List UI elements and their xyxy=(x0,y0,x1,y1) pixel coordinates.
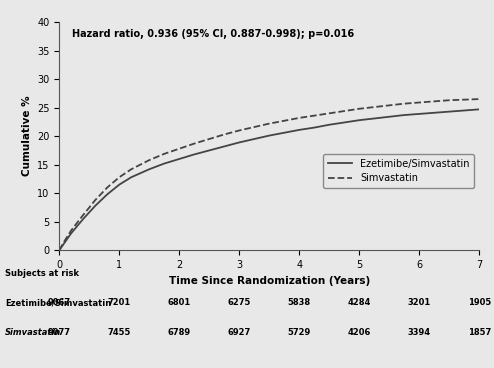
Text: 5838: 5838 xyxy=(288,298,311,307)
Simvastatin xyxy=(401,102,407,106)
Ezetimibe/Simvastatin xyxy=(161,161,167,166)
Simvastatin xyxy=(251,125,257,129)
Text: 9077: 9077 xyxy=(48,328,71,336)
Ezetimibe/Simvastatin xyxy=(401,113,407,117)
Simvastatin xyxy=(176,146,182,151)
Text: 3394: 3394 xyxy=(408,328,431,336)
Ezetimibe/Simvastatin xyxy=(68,231,74,236)
Simvastatin xyxy=(221,132,227,137)
Simvastatin xyxy=(371,105,377,109)
Y-axis label: Cumulative %: Cumulative % xyxy=(22,96,32,177)
Simvastatin xyxy=(92,198,98,202)
Line: Ezetimibe/Simvastatin: Ezetimibe/Simvastatin xyxy=(59,109,479,250)
Text: 1905: 1905 xyxy=(467,298,491,307)
Simvastatin xyxy=(191,141,197,146)
Ezetimibe/Simvastatin xyxy=(146,167,152,171)
Ezetimibe/Simvastatin xyxy=(326,123,332,127)
Line: Simvastatin: Simvastatin xyxy=(59,99,479,250)
Ezetimibe/Simvastatin xyxy=(116,183,122,187)
Simvastatin xyxy=(446,98,452,102)
Ezetimibe/Simvastatin xyxy=(56,248,62,252)
Simvastatin xyxy=(68,228,74,233)
Ezetimibe/Simvastatin xyxy=(61,241,67,245)
Simvastatin xyxy=(81,213,86,217)
Simvastatin xyxy=(146,158,152,162)
Simvastatin xyxy=(61,240,67,244)
Text: 6275: 6275 xyxy=(228,298,251,307)
Text: Simvastatin: Simvastatin xyxy=(5,328,61,336)
Simvastatin xyxy=(236,128,242,133)
Simvastatin xyxy=(326,111,332,116)
Ezetimibe/Simvastatin xyxy=(128,175,134,180)
Text: 7201: 7201 xyxy=(108,298,131,307)
Simvastatin xyxy=(476,97,482,101)
Text: 5729: 5729 xyxy=(288,328,311,336)
Ezetimibe/Simvastatin xyxy=(371,116,377,121)
Text: 1857: 1857 xyxy=(467,328,491,336)
Ezetimibe/Simvastatin xyxy=(386,114,392,119)
Ezetimibe/Simvastatin xyxy=(176,157,182,161)
Ezetimibe/Simvastatin xyxy=(356,118,362,123)
Simvastatin xyxy=(416,100,422,105)
Text: 4284: 4284 xyxy=(347,298,371,307)
Text: Subjects at risk: Subjects at risk xyxy=(5,269,79,277)
Ezetimibe/Simvastatin xyxy=(266,133,272,138)
Simvastatin xyxy=(356,107,362,111)
Simvastatin xyxy=(281,118,287,123)
Ezetimibe/Simvastatin xyxy=(296,128,302,132)
Text: Hazard ratio, 0.936 (95% CI, 0.887-0.998); p=0.016: Hazard ratio, 0.936 (95% CI, 0.887-0.998… xyxy=(72,29,354,39)
Simvastatin xyxy=(386,103,392,107)
X-axis label: Time Since Randomization (Years): Time Since Randomization (Years) xyxy=(168,276,370,286)
Simvastatin xyxy=(341,109,347,113)
Text: 9067: 9067 xyxy=(48,298,71,307)
Ezetimibe/Simvastatin xyxy=(431,110,437,115)
Ezetimibe/Simvastatin xyxy=(476,107,482,112)
Simvastatin xyxy=(311,113,317,118)
Text: 3201: 3201 xyxy=(408,298,431,307)
Text: 6801: 6801 xyxy=(167,298,191,307)
Text: 6927: 6927 xyxy=(228,328,251,336)
Simvastatin xyxy=(128,167,134,171)
Ezetimibe/Simvastatin xyxy=(92,204,98,208)
Simvastatin xyxy=(206,137,212,141)
Ezetimibe/Simvastatin xyxy=(461,108,467,113)
Ezetimibe/Simvastatin xyxy=(81,217,86,221)
Ezetimibe/Simvastatin xyxy=(236,140,242,145)
Ezetimibe/Simvastatin xyxy=(416,112,422,116)
Simvastatin xyxy=(56,248,62,252)
Simvastatin xyxy=(461,98,467,102)
Ezetimibe/Simvastatin xyxy=(311,125,317,130)
Ezetimibe/Simvastatin xyxy=(104,192,110,197)
Ezetimibe/Simvastatin xyxy=(341,120,347,125)
Simvastatin xyxy=(116,175,122,180)
Ezetimibe/Simvastatin xyxy=(281,131,287,135)
Legend: Ezetimibe/Simvastatin, Simvastatin: Ezetimibe/Simvastatin, Simvastatin xyxy=(323,154,474,188)
Ezetimibe/Simvastatin xyxy=(221,144,227,149)
Simvastatin xyxy=(104,185,110,190)
Simvastatin xyxy=(161,152,167,156)
Simvastatin xyxy=(296,116,302,120)
Text: Ezetimibe/Simvastatin: Ezetimibe/Simvastatin xyxy=(5,298,111,307)
Ezetimibe/Simvastatin xyxy=(251,137,257,141)
Simvastatin xyxy=(431,99,437,103)
Ezetimibe/Simvastatin xyxy=(191,152,197,157)
Ezetimibe/Simvastatin xyxy=(206,148,212,153)
Simvastatin xyxy=(266,121,272,126)
Ezetimibe/Simvastatin xyxy=(446,109,452,114)
Text: 4206: 4206 xyxy=(347,328,371,336)
Text: 6789: 6789 xyxy=(167,328,191,336)
Text: 7455: 7455 xyxy=(108,328,131,336)
